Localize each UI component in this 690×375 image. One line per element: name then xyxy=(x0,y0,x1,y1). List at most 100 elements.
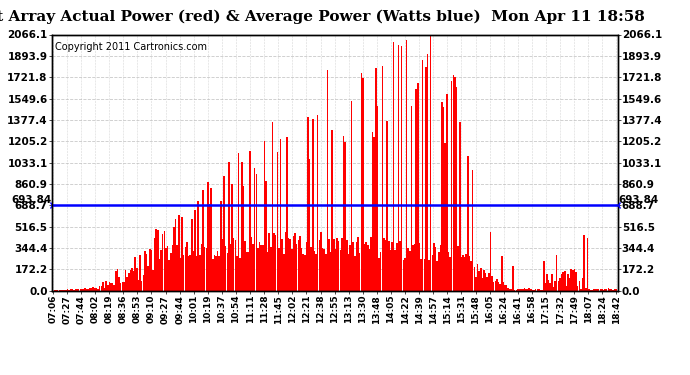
Bar xyxy=(520,288,522,291)
Bar xyxy=(297,240,299,291)
Bar xyxy=(320,232,322,291)
Bar xyxy=(371,237,372,291)
Bar xyxy=(443,106,444,291)
Bar xyxy=(239,258,241,291)
Bar xyxy=(435,248,436,291)
Bar xyxy=(606,289,607,291)
Bar xyxy=(138,280,139,291)
Bar xyxy=(440,245,441,291)
Bar xyxy=(488,273,490,291)
Bar xyxy=(225,246,226,291)
Bar xyxy=(351,101,353,291)
Bar xyxy=(538,289,540,291)
Bar xyxy=(154,238,155,291)
Bar xyxy=(278,249,279,291)
Bar xyxy=(319,240,320,291)
Bar xyxy=(585,288,586,291)
Bar xyxy=(504,285,506,291)
Bar xyxy=(243,186,244,291)
Bar xyxy=(83,289,84,291)
Bar xyxy=(390,250,391,291)
Bar xyxy=(537,289,538,291)
Bar xyxy=(106,281,107,291)
Bar xyxy=(172,245,173,291)
Bar xyxy=(544,283,546,291)
Bar xyxy=(265,181,267,291)
Bar xyxy=(230,244,231,291)
Bar xyxy=(482,278,483,291)
Bar xyxy=(193,251,194,291)
Bar xyxy=(128,273,130,291)
Bar xyxy=(253,244,254,291)
Bar xyxy=(228,162,230,291)
Bar xyxy=(454,77,455,291)
Bar xyxy=(501,256,502,291)
Bar xyxy=(120,284,121,291)
Bar xyxy=(201,244,202,291)
Bar xyxy=(73,290,75,291)
Bar xyxy=(549,282,551,291)
Bar xyxy=(63,290,65,291)
Bar xyxy=(354,256,355,291)
Bar xyxy=(588,289,590,291)
Bar xyxy=(220,201,221,291)
Bar xyxy=(491,276,493,291)
Bar xyxy=(359,253,360,291)
Bar xyxy=(88,288,89,291)
Bar xyxy=(562,272,564,291)
Bar xyxy=(431,255,433,291)
Bar xyxy=(283,254,284,291)
Bar xyxy=(255,174,257,291)
Bar xyxy=(486,277,488,291)
Bar xyxy=(84,288,86,291)
Bar xyxy=(175,219,177,291)
Bar xyxy=(569,278,571,291)
Bar xyxy=(117,269,118,291)
Bar xyxy=(179,258,181,291)
Bar xyxy=(295,233,296,291)
Bar xyxy=(449,256,451,291)
Bar xyxy=(524,288,525,291)
Bar xyxy=(191,219,193,291)
Bar xyxy=(578,280,580,291)
Bar xyxy=(241,162,243,291)
Bar xyxy=(425,67,426,291)
Text: 693.84: 693.84 xyxy=(11,195,51,205)
Bar xyxy=(395,250,396,291)
Bar xyxy=(382,66,383,291)
Bar xyxy=(561,274,562,291)
Bar xyxy=(184,248,186,291)
Bar xyxy=(361,73,362,291)
Bar xyxy=(404,258,406,291)
Bar xyxy=(299,236,301,291)
Bar xyxy=(164,231,165,291)
Bar xyxy=(331,130,333,291)
Bar xyxy=(614,289,615,291)
Bar xyxy=(152,270,154,291)
Bar xyxy=(272,122,273,291)
Bar xyxy=(391,242,393,291)
Bar xyxy=(485,273,486,291)
Bar xyxy=(197,201,199,291)
Bar xyxy=(178,214,179,291)
Bar xyxy=(157,230,159,291)
Bar xyxy=(67,290,68,291)
Bar xyxy=(477,264,478,291)
Bar xyxy=(149,249,150,291)
Bar xyxy=(603,290,604,291)
Bar xyxy=(422,60,424,291)
Bar xyxy=(325,254,326,291)
Bar xyxy=(267,252,268,291)
Bar xyxy=(301,248,302,291)
Bar xyxy=(326,70,328,291)
Bar xyxy=(412,244,414,291)
Bar xyxy=(123,282,125,291)
Bar xyxy=(150,250,152,291)
Bar xyxy=(590,290,591,291)
Bar xyxy=(407,248,409,291)
Bar xyxy=(542,290,543,291)
Bar xyxy=(543,261,544,291)
Bar xyxy=(466,254,467,291)
Bar xyxy=(89,288,91,291)
Bar xyxy=(104,288,106,291)
